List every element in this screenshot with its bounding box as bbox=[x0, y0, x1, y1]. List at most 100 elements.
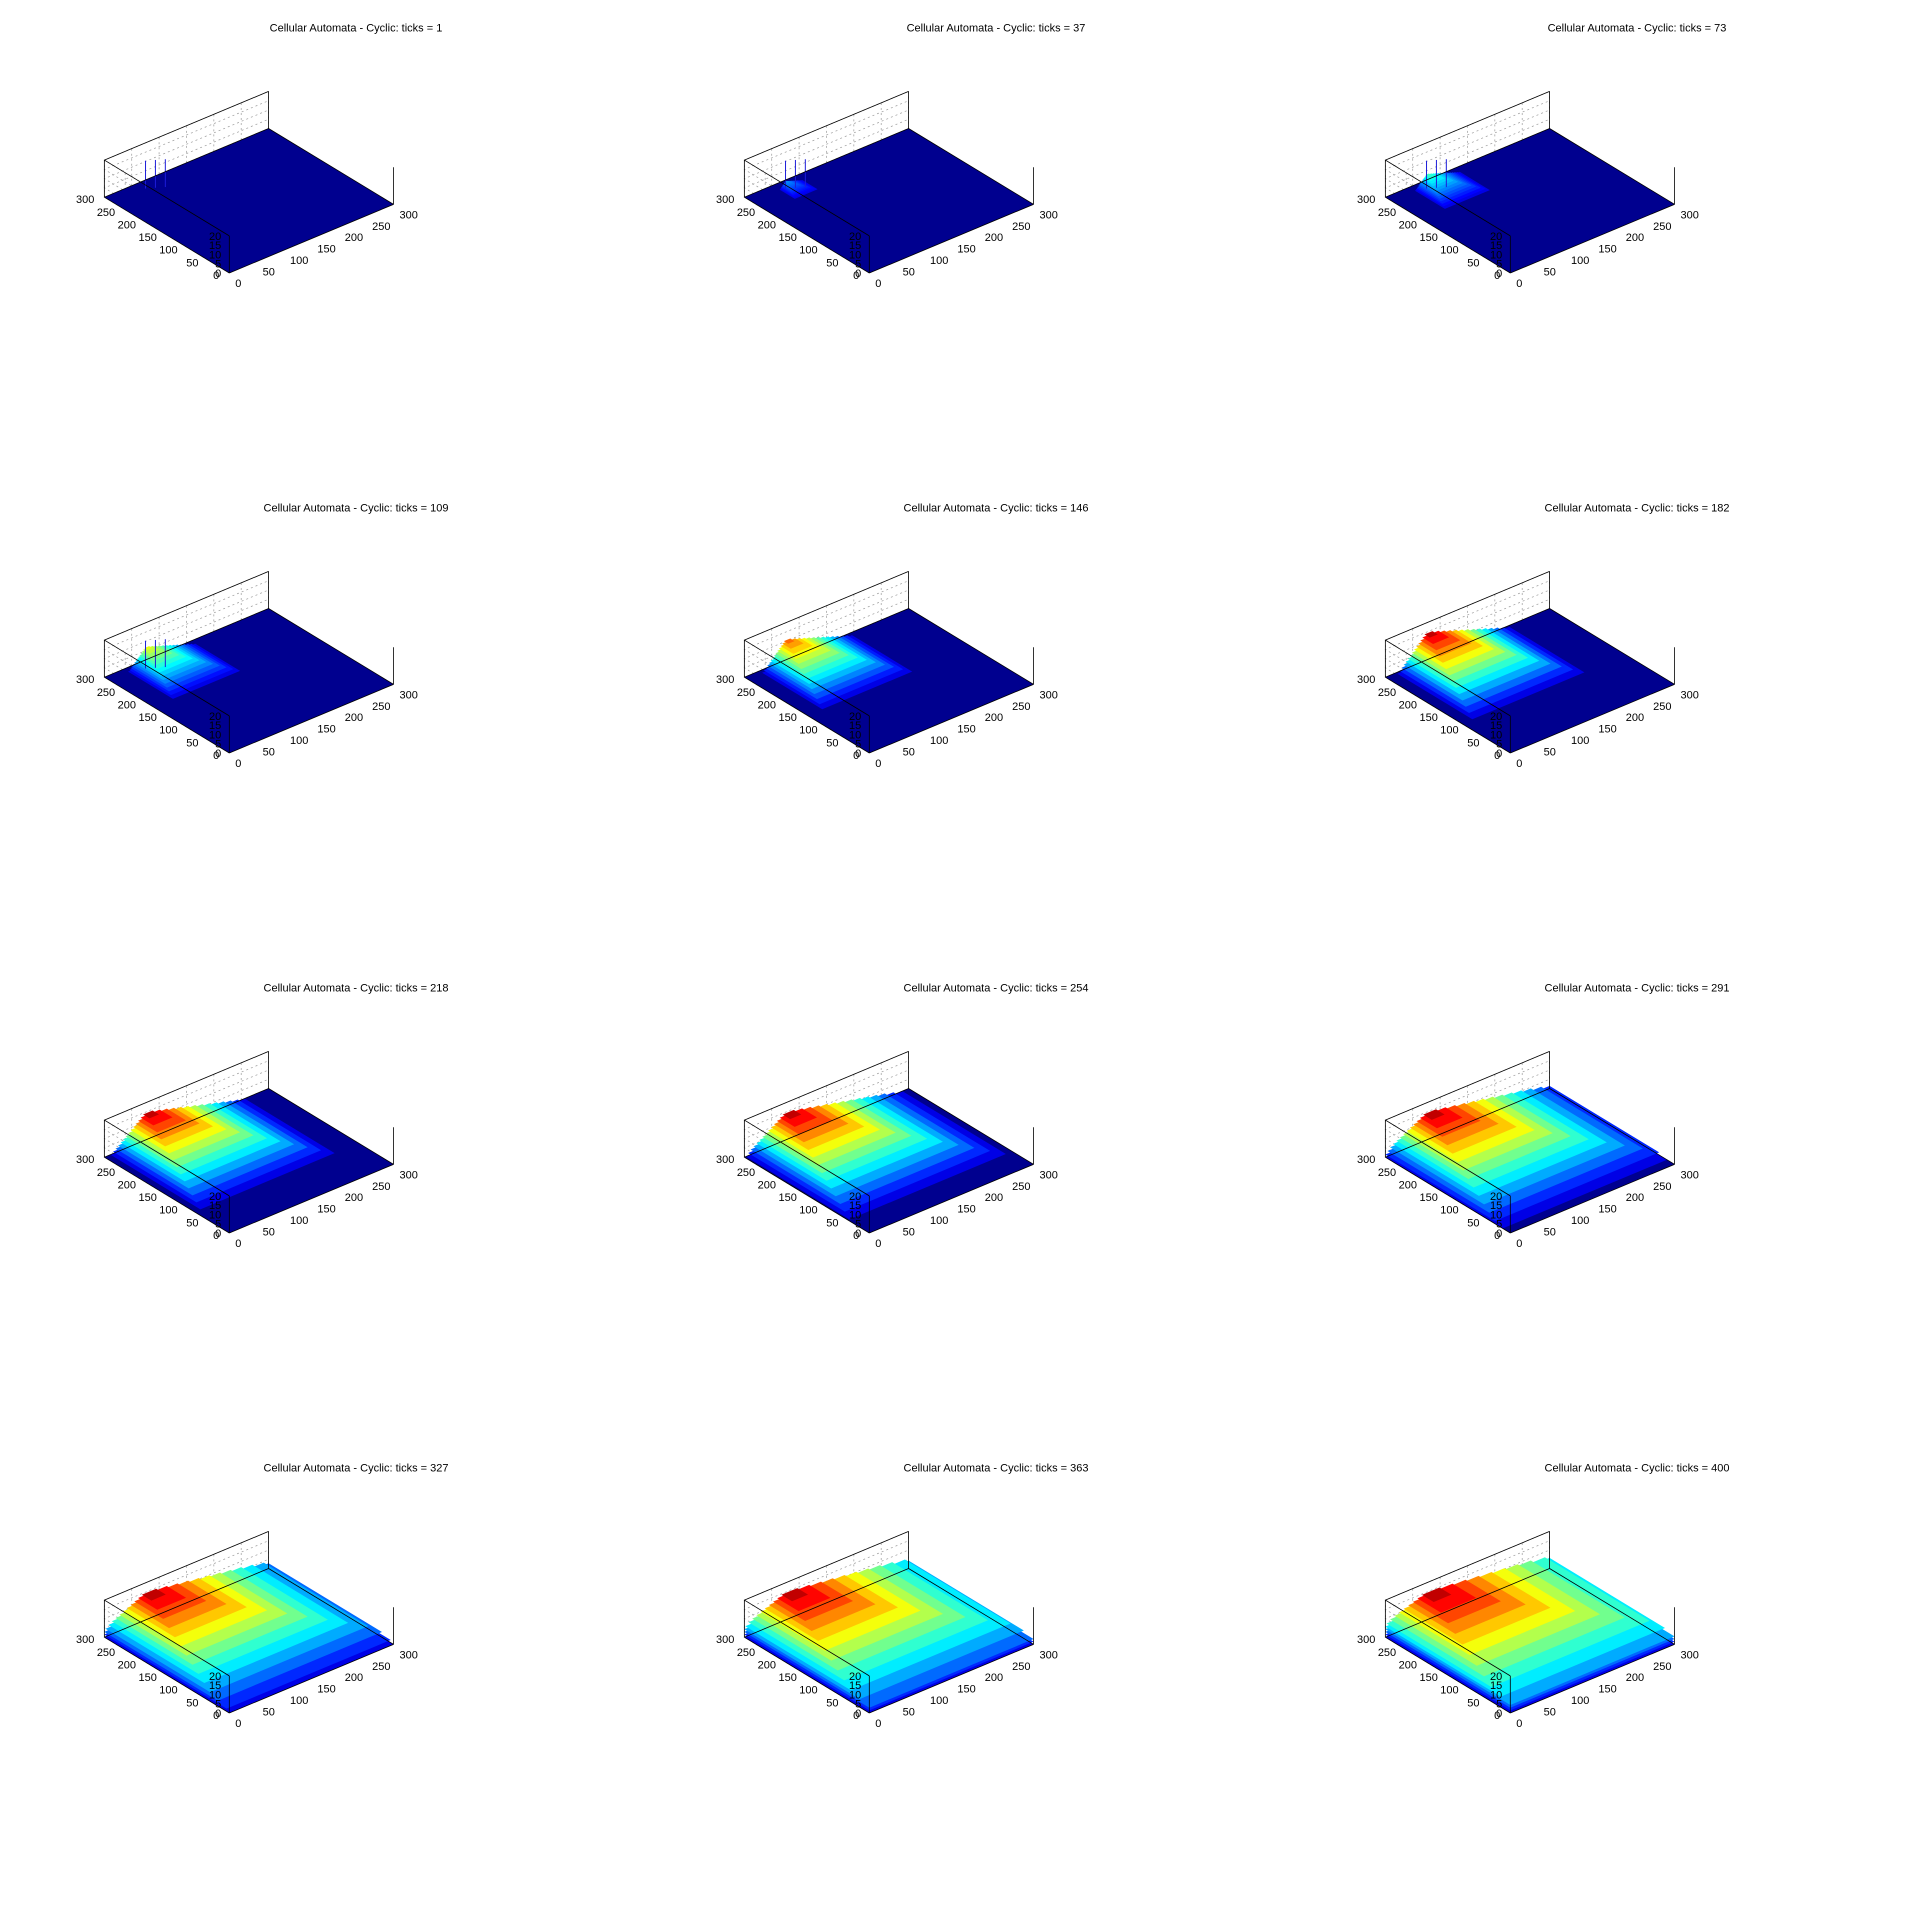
y-tick-label: 300 bbox=[76, 1634, 94, 1646]
surface-floor bbox=[1385, 128, 1675, 273]
z-tick-label: 5 bbox=[215, 259, 221, 271]
surface-band bbox=[1424, 631, 1438, 638]
surface-band bbox=[1417, 1583, 1477, 1613]
x-tick-label: 150 bbox=[957, 244, 975, 256]
axis-edge bbox=[869, 1643, 1034, 1714]
y-tick-label: 100 bbox=[1440, 245, 1458, 257]
z-tick-label: 15 bbox=[1490, 720, 1502, 732]
chart-panel-4: Cellular Automata - Cyclic: ticks = 109 0… bbox=[76, 503, 448, 771]
y-tick-label: 150 bbox=[138, 1672, 156, 1684]
z-tick-label: 0 bbox=[215, 268, 221, 280]
x-tick-label: 200 bbox=[1626, 232, 1644, 244]
axis-edge bbox=[104, 608, 269, 678]
x-tick-label: 200 bbox=[985, 712, 1003, 724]
x-tick-label: 300 bbox=[400, 689, 418, 701]
x-tick-label: 100 bbox=[930, 1215, 948, 1227]
x-tick-label: 200 bbox=[345, 712, 363, 724]
x-tick-label: 100 bbox=[1571, 255, 1589, 267]
z-tick-label: 20 bbox=[849, 1671, 861, 1683]
x-tick-label: 200 bbox=[985, 232, 1003, 244]
x-tick-label: 150 bbox=[1598, 244, 1616, 256]
x-tick-label: 0 bbox=[875, 1238, 881, 1250]
y-tick-label: 100 bbox=[1440, 725, 1458, 737]
axis-edge bbox=[744, 1636, 870, 1714]
y-tick-label: 50 bbox=[186, 1697, 198, 1709]
z-tick-label: 5 bbox=[855, 259, 861, 271]
z-tick-label: 20 bbox=[1490, 711, 1502, 723]
axis-edge bbox=[869, 1163, 1034, 1234]
axis-edge bbox=[104, 639, 230, 717]
y-tick-label: 200 bbox=[758, 699, 776, 711]
axis-edge bbox=[104, 1156, 230, 1234]
surface-band bbox=[1421, 1587, 1452, 1603]
z-tick-label: 15 bbox=[209, 240, 221, 252]
axis-edge bbox=[869, 203, 1034, 274]
axis-edge bbox=[1385, 1568, 1550, 1638]
axis-edge bbox=[268, 128, 394, 205]
z-tick-label: 20 bbox=[849, 231, 861, 243]
surface-band bbox=[1419, 1107, 1463, 1129]
chart-title: Cellular Automata - Cyclic: ticks = 254 bbox=[904, 983, 1089, 995]
surface-band bbox=[1423, 1109, 1445, 1120]
axis-edge bbox=[1549, 1568, 1675, 1645]
x-tick-label: 50 bbox=[903, 267, 915, 279]
axis-edge bbox=[908, 608, 1034, 685]
y-tick-label: 50 bbox=[186, 737, 198, 749]
y-tick-label: 250 bbox=[97, 1647, 115, 1659]
chart-panel-5: Cellular Automata - Cyclic: ticks = 146 0… bbox=[716, 503, 1088, 771]
axis-edge bbox=[869, 683, 1034, 754]
x-tick-label: 250 bbox=[1653, 1661, 1671, 1673]
x-tick-label: 50 bbox=[903, 1227, 915, 1239]
y-tick-label: 100 bbox=[1440, 1685, 1458, 1697]
x-tick-label: 200 bbox=[1626, 712, 1644, 724]
axis-edge bbox=[1510, 683, 1675, 754]
y-tick-label: 150 bbox=[1419, 1192, 1437, 1204]
y-tick-label: 50 bbox=[1467, 257, 1479, 269]
axis-edge bbox=[104, 91, 269, 161]
x-tick-label: 300 bbox=[400, 1169, 418, 1181]
x-tick-label: 250 bbox=[372, 1661, 390, 1673]
z-tick-label: 20 bbox=[209, 231, 221, 243]
x-tick-label: 300 bbox=[1040, 1169, 1058, 1181]
y-tick-label: 250 bbox=[1378, 1647, 1396, 1659]
y-tick-label: 200 bbox=[1399, 219, 1417, 231]
surface-band bbox=[784, 180, 791, 184]
surface-band bbox=[1424, 173, 1436, 179]
y-tick-label: 200 bbox=[1399, 1659, 1417, 1671]
z-tick-label: 10 bbox=[849, 249, 861, 261]
z-tick-label: 10 bbox=[209, 1209, 221, 1221]
x-tick-label: 100 bbox=[1571, 1695, 1589, 1707]
chart-title: Cellular Automata - Cyclic: ticks = 218 bbox=[264, 983, 449, 995]
x-tick-label: 150 bbox=[317, 244, 335, 256]
y-tick-label: 100 bbox=[159, 245, 177, 257]
axis-edge bbox=[104, 1531, 269, 1601]
axis-edge bbox=[744, 676, 870, 754]
z-tick-label: 10 bbox=[209, 249, 221, 261]
x-tick-label: 100 bbox=[1571, 735, 1589, 747]
y-tick-label: 50 bbox=[826, 1217, 838, 1229]
x-tick-label: 200 bbox=[345, 1672, 363, 1684]
chart-title: Cellular Automata - Cyclic: ticks = 73 bbox=[1548, 23, 1727, 35]
chart-title: Cellular Automata - Cyclic: ticks = 291 bbox=[1545, 983, 1730, 995]
y-tick-label: 150 bbox=[1419, 1672, 1437, 1684]
y-tick-label: 300 bbox=[76, 1154, 94, 1166]
y-tick-label: 250 bbox=[1378, 1167, 1396, 1179]
y-tick-label: 200 bbox=[118, 1659, 136, 1671]
chart-panel-6: Cellular Automata - Cyclic: ticks = 182 0… bbox=[1357, 503, 1729, 771]
axis-edge bbox=[1510, 203, 1675, 274]
z-tick-label: 0 bbox=[215, 1228, 221, 1240]
z-tick-label: 15 bbox=[849, 720, 861, 732]
z-tick-label: 15 bbox=[1490, 240, 1502, 252]
x-tick-label: 150 bbox=[1598, 1204, 1616, 1216]
y-tick-label: 300 bbox=[716, 194, 734, 206]
y-tick-label: 0 bbox=[1494, 750, 1500, 762]
x-tick-label: 0 bbox=[1516, 1238, 1522, 1250]
z-tick-label: 0 bbox=[1496, 1708, 1502, 1720]
axis-edge bbox=[1385, 639, 1511, 717]
z-tick-label: 10 bbox=[209, 1689, 221, 1701]
axis-edge bbox=[1385, 128, 1550, 198]
axis-edge bbox=[1385, 1599, 1511, 1677]
surface-band bbox=[777, 1584, 831, 1612]
axis-edge bbox=[908, 128, 1034, 205]
x-tick-label: 250 bbox=[1653, 221, 1671, 233]
